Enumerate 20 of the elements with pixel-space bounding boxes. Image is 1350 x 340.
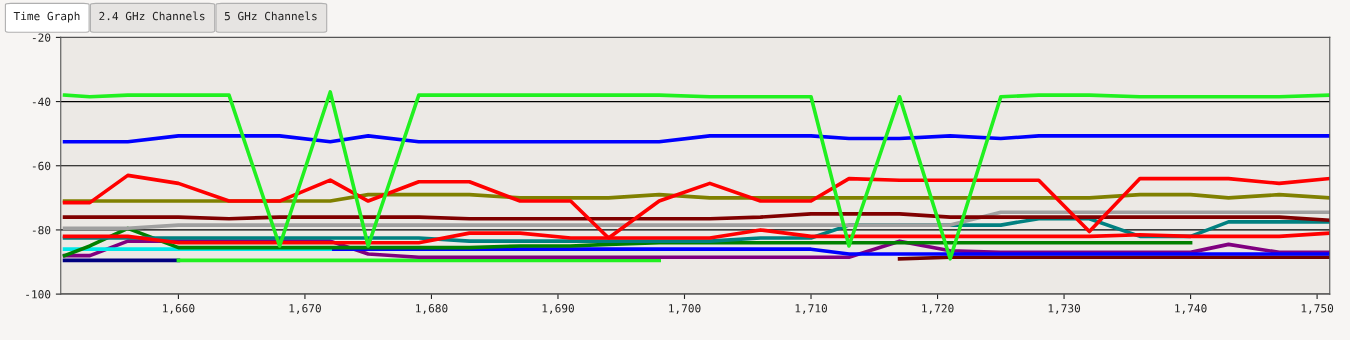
x-tick-label: 1,670 [289, 304, 321, 314]
x-tick-label: 1,730 [1048, 304, 1081, 314]
x-tick-label: 1,700 [669, 304, 701, 314]
y-tick-label: -20 [32, 33, 51, 42]
x-tick-label: 1,690 [542, 304, 574, 314]
x-tick-label: 1,750 [1301, 304, 1334, 314]
line-series [62, 90, 1330, 261]
text: 2.4 GHz Channels [99, 11, 205, 21]
text: Time Graph [13, 11, 80, 23]
y-tick-label: -60 [32, 161, 51, 171]
y-tick-label: -80 [32, 225, 51, 235]
y-tick-label: -40 [32, 97, 51, 106]
y-tick-label: -100 [26, 290, 51, 299]
line-series [62, 212, 1330, 223]
text: 5 GHz Channels [224, 11, 317, 21]
x-tick-label: 1,660 [163, 304, 195, 314]
x-tick-label: 1,680 [416, 304, 448, 314]
x-tick-label: 1,710 [795, 304, 828, 314]
x-tick-label: 1,720 [922, 304, 954, 314]
x-tick-label: 1,740 [1175, 304, 1207, 314]
